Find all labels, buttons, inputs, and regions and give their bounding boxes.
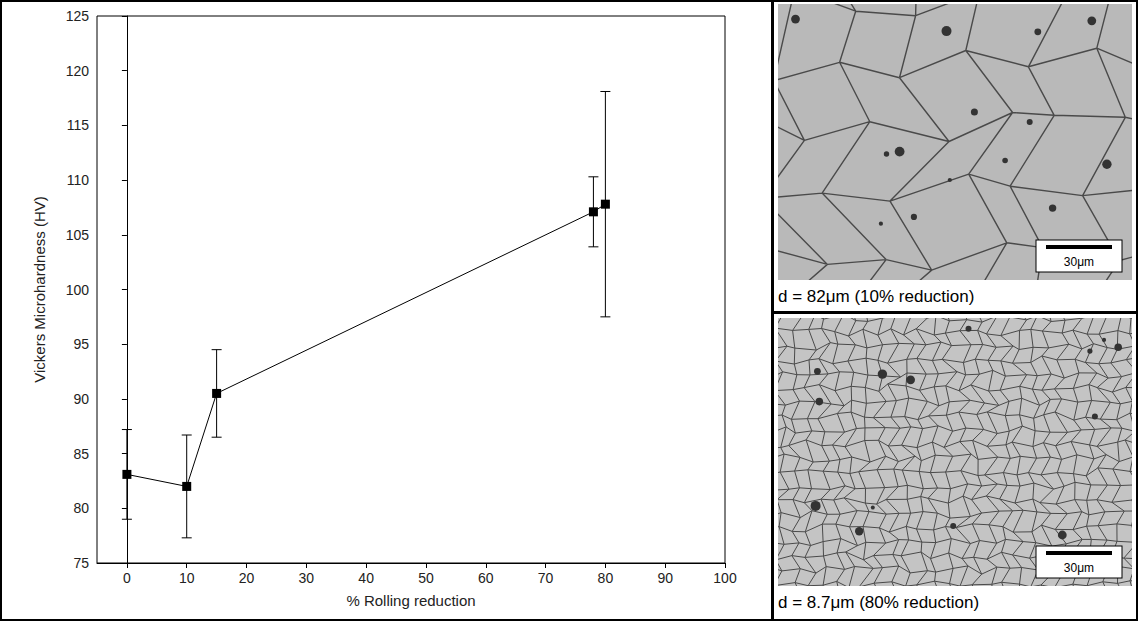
svg-text:50: 50: [418, 570, 434, 586]
svg-text:30μm: 30μm: [1064, 561, 1094, 575]
svg-text:40: 40: [358, 570, 374, 586]
svg-text:0: 0: [123, 570, 131, 586]
svg-text:80: 80: [598, 570, 614, 586]
html-text:d = 82μm (10% reduction): d = 82μm (10% reduction): [778, 287, 975, 306]
svg-text:Vickers Microhardness (HV): Vickers Microhardness (HV): [31, 196, 48, 382]
svg-text:85: 85: [73, 446, 89, 462]
svg-text:100: 100: [66, 282, 90, 298]
svg-text:95: 95: [73, 336, 89, 352]
svg-text:120: 120: [66, 63, 90, 79]
svg-text:90: 90: [73, 391, 89, 407]
svg-text:30μm: 30μm: [1064, 255, 1094, 269]
svg-text:60: 60: [478, 570, 494, 586]
svg-text:% Rolling reduction: % Rolling reduction: [346, 592, 475, 609]
svg-text:105: 105: [66, 227, 90, 243]
svg-text:10: 10: [179, 570, 195, 586]
svg-text:125: 125: [66, 8, 90, 24]
html-text:d = 8.7μm (80% reduction): d = 8.7μm (80% reduction): [778, 593, 980, 612]
svg-text:110: 110: [67, 172, 90, 188]
svg-text:100: 100: [713, 570, 737, 586]
svg-text:90: 90: [657, 570, 673, 586]
svg-text:115: 115: [67, 117, 90, 133]
svg-text:30: 30: [299, 570, 315, 586]
svg-text:70: 70: [538, 570, 554, 586]
svg-text:80: 80: [73, 500, 89, 516]
svg-text:75: 75: [73, 555, 89, 571]
svg-text:20: 20: [239, 570, 255, 586]
